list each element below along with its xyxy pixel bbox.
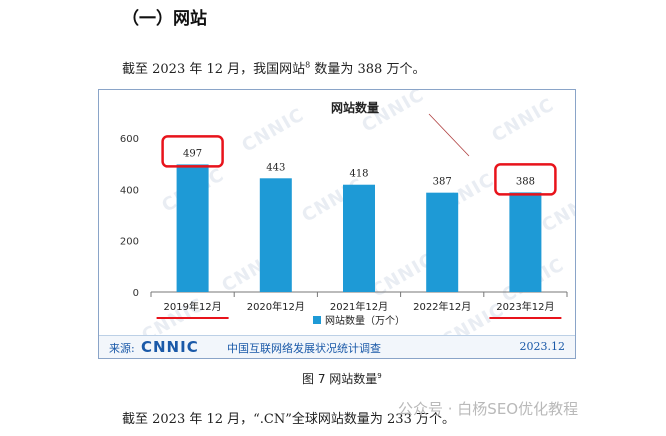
figure-caption: 图 7 网站数量9 [302,370,382,387]
x-tick-label: 2020年12月 [247,300,305,313]
data-label: 443 [266,162,285,173]
legend-label: 网站数量（万个） [325,314,405,327]
y-tick-label: 600 [120,134,139,145]
y-tick-label: 400 [120,185,139,196]
highlight-box [161,135,224,168]
legend-swatch [313,316,321,324]
cn-paragraph: 截至 2023 年 12 月，“.CN”全球网站数量为 233 万个。 [122,412,455,427]
bar [259,178,292,292]
y-tick-label: 0 [133,288,139,299]
data-label: 418 [349,169,368,180]
figure-box: CNNIC CNNIC CNNIC CNNIC CNNIC CNNIC CNNIC CNNIC… [98,89,576,359]
bar [176,164,209,292]
intro-text: 截至 2023 年 12 月，我国网站 [122,62,306,77]
x-tick-label: 2023年12月 [496,300,554,313]
survey-name: 中国互联网络发展状况统计调查 [227,342,381,355]
section-heading: （一）网站 [122,9,207,29]
data-label: 388 [516,176,535,187]
bar-chart: 网站数量 0 200 400 600 497 2019年12月 443 2020年12月 418 2… [120,100,568,327]
overlay-watermark: 公众号 · 白杨SEO优化教程 [398,400,579,418]
cnnic-logo: CNNIC [141,338,199,356]
intro-paragraph: 截至 2023 年 12 月，我国网站8 数量为 388 万个。 [122,58,425,77]
intro-text-after: 数量为 388 万个。 [310,62,426,77]
x-tick-label: 2021年12月 [330,300,388,313]
figure-footer: 来源: CNNIC 中国互联网络发展状况统计调查 2023.12 [99,335,575,358]
figure-date: 2023.12 [519,340,566,353]
caption-footnote-ref: 9 [377,372,382,380]
bar [343,184,375,292]
x-tick-label: 2022年12月 [413,300,471,313]
data-label: 387 [433,177,452,188]
source-label: 来源: [109,342,135,355]
highlight-box [494,163,557,196]
chart-title: 网站数量 [331,100,379,115]
y-tick-label: 200 [120,237,139,248]
footnote-ref: 8 [305,60,311,70]
x-tick-label: 2019年12月 [164,300,222,313]
annotation-arrow [428,113,470,157]
caption-text: 图 7 网站数量 [302,372,378,386]
data-label: 497 [183,148,202,159]
bar [509,192,542,292]
bar [426,192,459,292]
